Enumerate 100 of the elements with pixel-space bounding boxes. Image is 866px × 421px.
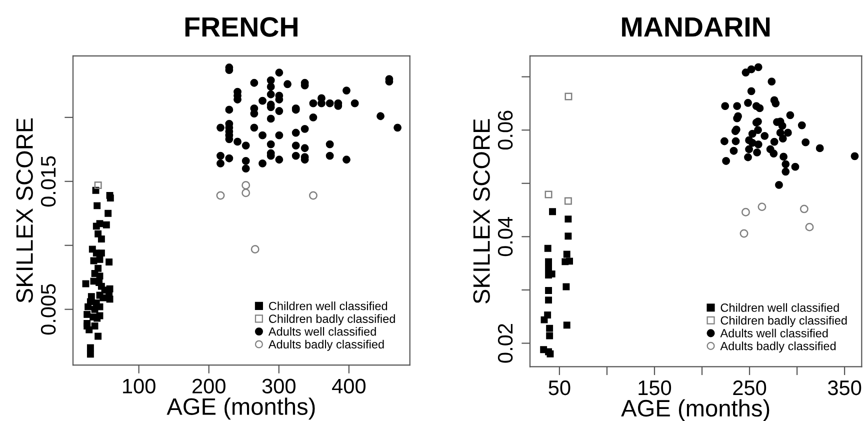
point	[545, 287, 552, 294]
point	[544, 190, 552, 198]
point	[720, 137, 728, 146]
point	[84, 320, 91, 327]
legend-label: Adults well classified	[720, 328, 828, 338]
point	[564, 232, 572, 240]
point	[754, 140, 762, 148]
point	[754, 126, 762, 134]
point	[308, 191, 318, 200]
point	[733, 102, 742, 110]
point	[816, 144, 824, 152]
point	[741, 208, 750, 216]
y-axis-title: SKILLEX SCORE	[473, 119, 490, 304]
point	[778, 122, 786, 130]
point	[800, 204, 808, 214]
point	[86, 350, 94, 358]
point	[540, 316, 548, 324]
point	[545, 258, 552, 266]
point	[775, 181, 783, 189]
point	[563, 322, 570, 329]
point	[798, 121, 806, 130]
point	[94, 264, 102, 272]
y-axis-title: SKILLEX SCORE	[16, 118, 33, 303]
x-axis-title: AGE (months)	[166, 398, 315, 420]
point	[545, 296, 552, 304]
point	[786, 111, 794, 120]
point	[740, 229, 748, 238]
legend-label: Adults badly classified	[720, 342, 836, 353]
point	[102, 221, 110, 228]
point	[744, 98, 752, 107]
point	[88, 293, 95, 300]
point	[753, 148, 761, 156]
legend-label: Adults badly classified	[268, 340, 384, 351]
point	[92, 299, 100, 306]
x-tick-label: 150	[638, 380, 672, 396]
y-tick-label: 0.04	[498, 216, 513, 256]
point	[721, 102, 730, 110]
point	[94, 202, 101, 210]
point	[563, 250, 570, 258]
point	[805, 222, 814, 232]
point	[744, 153, 752, 162]
point	[216, 191, 225, 200]
y-tick-label: 0.015	[40, 156, 56, 207]
point	[250, 244, 260, 254]
chart-title: MANDARIN	[622, 17, 770, 37]
legend-label: Adults well classified	[268, 327, 376, 336]
x-tick-label: 50	[548, 380, 570, 396]
x-tick-label: 100	[123, 378, 156, 394]
point	[566, 258, 574, 265]
point	[242, 188, 250, 198]
point	[791, 162, 800, 171]
y-tick-label: 0.06	[498, 110, 513, 150]
point	[549, 208, 556, 216]
x-axis-title: AGE (months)	[621, 399, 770, 421]
point	[778, 134, 787, 143]
point	[770, 150, 778, 158]
point	[106, 192, 114, 199]
point	[770, 138, 778, 146]
point	[772, 99, 780, 108]
point	[104, 210, 112, 217]
chart-title: FRENCH	[185, 17, 298, 37]
point	[754, 63, 762, 72]
point	[782, 160, 790, 168]
x-tick-label: 200	[192, 378, 226, 394]
point	[96, 220, 104, 228]
point	[562, 283, 570, 290]
point	[106, 258, 113, 266]
point	[747, 65, 756, 74]
point	[732, 137, 740, 146]
point	[850, 152, 859, 160]
legend-label: Children badly classified	[269, 314, 395, 326]
point	[545, 264, 552, 272]
point	[564, 216, 572, 223]
point	[760, 132, 769, 140]
point	[94, 230, 102, 238]
point	[91, 322, 98, 330]
point	[96, 272, 104, 280]
point	[86, 344, 94, 352]
x-tick-label: 300	[262, 378, 296, 394]
point	[768, 78, 776, 86]
point	[546, 332, 554, 340]
legend-label: Children well classified	[269, 302, 388, 310]
point	[758, 202, 766, 212]
point	[94, 332, 102, 340]
point	[730, 146, 738, 155]
point	[544, 244, 552, 252]
point	[745, 145, 754, 154]
point	[242, 180, 250, 190]
x-tick-label: 250	[733, 380, 766, 396]
point	[784, 128, 792, 137]
point	[756, 104, 764, 112]
y-tick-label: 0.005	[40, 284, 56, 335]
point	[782, 168, 790, 176]
legend-label: Children well classified	[720, 303, 839, 312]
point	[780, 152, 788, 161]
point	[84, 310, 91, 318]
point	[742, 68, 750, 76]
point	[106, 285, 114, 292]
legend-label: Children badly classified	[720, 316, 847, 327]
point	[94, 181, 102, 189]
